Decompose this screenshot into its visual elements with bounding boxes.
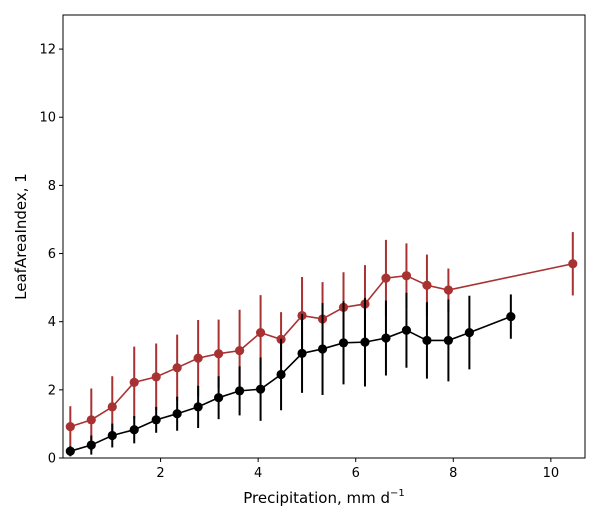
x-tick-label: 8: [449, 466, 457, 481]
data-point: [443, 335, 454, 346]
x-tick-label: 10: [543, 466, 560, 481]
x-axis: 2 4 6 8 10: [156, 458, 559, 481]
x-axis-label-exponent: −1: [390, 488, 405, 499]
data-point: [86, 440, 96, 450]
data-point: [107, 402, 117, 412]
data-point: [381, 273, 391, 283]
data-point: [422, 280, 432, 290]
x-tick-label: 2: [156, 466, 164, 481]
data-point: [172, 363, 182, 373]
data-point: [255, 327, 266, 338]
data-point: [65, 422, 75, 432]
x-axis-label-text: Precipitation, mm d: [243, 489, 390, 507]
data-point: [193, 353, 203, 363]
y-tick-label: 2: [48, 383, 56, 398]
data-point: [214, 393, 224, 403]
data-point: [255, 384, 266, 394]
y-axis-label: LeafAreaIndex, 1: [12, 173, 30, 300]
data-point: [360, 337, 370, 347]
y-tick-label: 0: [48, 452, 56, 467]
data-point: [107, 430, 117, 441]
data-point: [297, 348, 307, 358]
x-tick-label: 6: [352, 466, 360, 481]
x-tick-label: 4: [254, 466, 262, 481]
data-point: [129, 377, 139, 387]
y-tick-label: 4: [48, 315, 56, 330]
y-tick-label: 8: [48, 179, 56, 194]
series-1: [65, 292, 516, 457]
data-point: [443, 285, 454, 295]
data-point: [151, 415, 161, 425]
data-point: [464, 327, 474, 338]
data-point: [86, 415, 96, 425]
data-point: [401, 325, 412, 335]
data-point: [317, 344, 328, 354]
data-point: [193, 402, 203, 412]
data-point: [422, 335, 432, 346]
y-tick-label: 6: [48, 247, 56, 262]
data-point: [235, 346, 245, 356]
data-point: [401, 271, 412, 281]
y-axis: 0 2 4 6 8 10 12: [39, 43, 63, 467]
data-point: [151, 372, 161, 382]
data-point: [172, 409, 182, 419]
data-point: [235, 386, 245, 396]
data-point: [568, 259, 578, 269]
data-point: [129, 425, 139, 435]
data-point: [214, 349, 224, 359]
data-point: [506, 311, 516, 322]
plot-frame: [62, 14, 586, 459]
y-tick-label: 12: [39, 43, 56, 58]
series-layer: [65, 232, 578, 457]
x-axis-label: Precipitation, mm d−1: [243, 488, 405, 507]
data-point: [338, 338, 349, 348]
data-point: [381, 333, 391, 343]
data-point: [276, 369, 286, 380]
data-point: [65, 446, 75, 456]
y-tick-label: 10: [39, 111, 56, 126]
